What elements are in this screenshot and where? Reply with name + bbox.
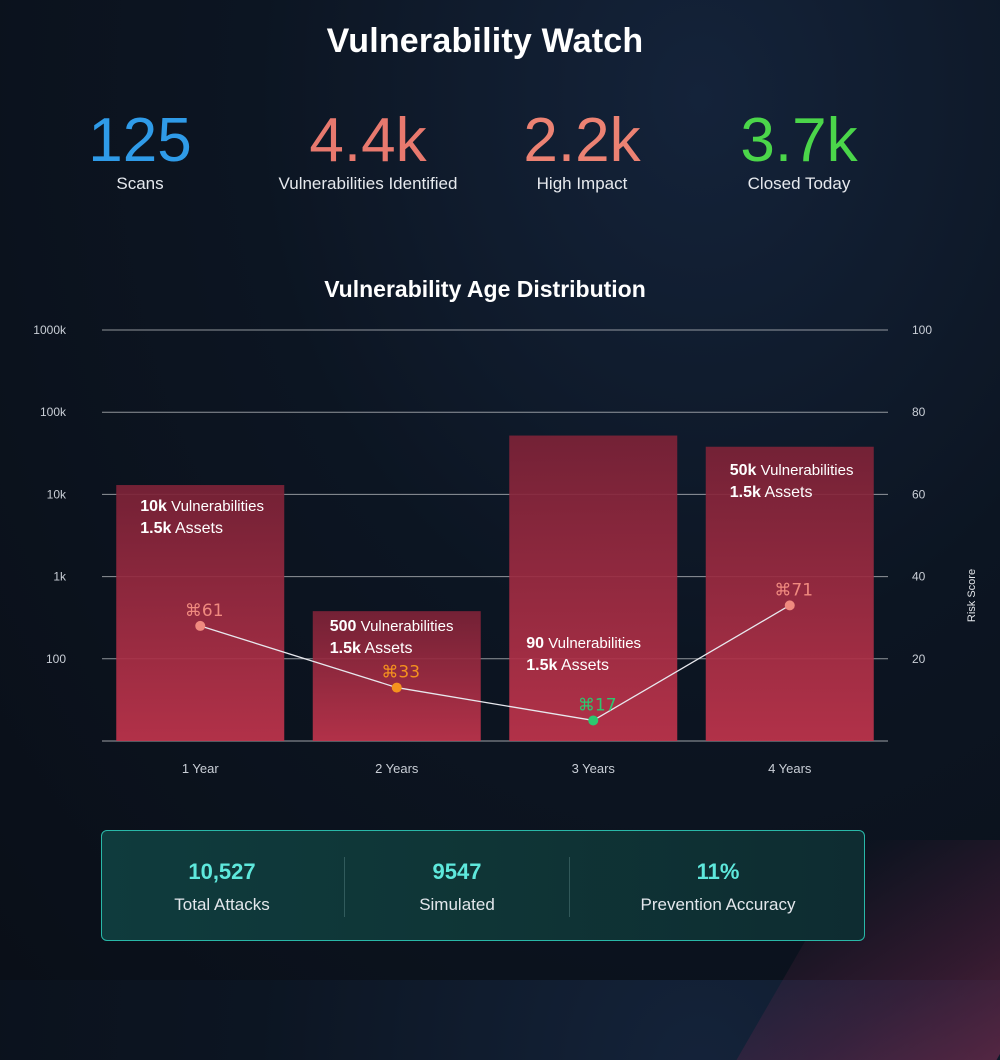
bar bbox=[705, 446, 874, 741]
risk-label: ⌘17 bbox=[578, 695, 617, 715]
kpi-closed-today: 3.7k Closed Today bbox=[718, 108, 880, 194]
stat-total-attacks-label: Total Attacks bbox=[174, 895, 270, 914]
y2-tick-label: 80 bbox=[912, 405, 926, 419]
age-distribution-chart: 100 1k 10k 100k 1000k 20 40 60 80 100 Risk Score 1 … bbox=[33, 323, 978, 776]
bar-annotation-assets: 1.5k Assets bbox=[729, 484, 813, 501]
y-tick-label: 100k bbox=[40, 405, 67, 419]
stat-simulated: 9547 Simulated bbox=[346, 831, 568, 942]
y-tick-label: 100 bbox=[46, 652, 66, 666]
risk-label: ⌘61 bbox=[185, 601, 224, 621]
kpi-scans-value: 125 bbox=[88, 106, 192, 175]
kpi-closed-today-value: 3.7k bbox=[740, 106, 858, 175]
stat-prevention-accuracy: 11% Prevention Accuracy bbox=[572, 831, 864, 942]
risk-line bbox=[200, 604, 791, 722]
chart-title: Vulnerability Age Distribution bbox=[324, 276, 646, 302]
bar-annotation: 500 Vulnerabilities 1.5k Assets bbox=[330, 616, 454, 660]
bar-annotation-count: 90 Vulnerabilities bbox=[526, 635, 642, 652]
y2-tick-label: 60 bbox=[912, 487, 926, 501]
x-tick-label: 3 Years bbox=[572, 761, 616, 776]
stat-prevention-accuracy-label: Prevention Accuracy bbox=[640, 895, 796, 914]
page-title: Vulnerability Watch bbox=[326, 22, 644, 60]
kpi-vulnerabilities: 4.4k Vulnerabilities Identified bbox=[258, 108, 478, 194]
kpi-high-impact: 2.2k High Impact bbox=[502, 108, 662, 194]
kpi-vulnerabilities-value: 4.4k bbox=[309, 106, 427, 175]
bar-annotation: 90 Vulnerabilities 1.5k Assets bbox=[526, 633, 641, 677]
risk-point bbox=[784, 600, 795, 611]
stat-total-attacks: 10,527 Total Attacks bbox=[102, 831, 342, 942]
stat-prevention-accuracy-value: 11% bbox=[696, 859, 740, 884]
x-tick-label: 2 Years bbox=[375, 761, 419, 776]
bar bbox=[509, 435, 678, 741]
risk-point bbox=[195, 620, 206, 631]
y-tick-label: 10k bbox=[47, 487, 67, 501]
kpi-vulnerabilities-label: Vulnerabilities Identified bbox=[278, 174, 458, 193]
stats-panel: 10,527 Total Attacks 9547 Simulated 11% … bbox=[101, 830, 865, 941]
bar bbox=[312, 611, 481, 741]
bar-annotation-assets: 1.5k Assets bbox=[140, 520, 223, 537]
stat-simulated-value: 9547 bbox=[432, 859, 482, 884]
bar-annotation-assets: 1.5k Assets bbox=[526, 657, 609, 674]
risk-label: ⌘33 bbox=[381, 663, 420, 683]
kpi-scans-label: Scans bbox=[116, 174, 164, 193]
kpi-scans: 125 Scans bbox=[60, 108, 220, 194]
bar-annotation-count: 50k Vulnerabilities bbox=[729, 462, 854, 479]
risk-label: ⌘71 bbox=[774, 580, 813, 600]
y-tick-label: 1k bbox=[53, 570, 67, 584]
kpi-high-impact-label: High Impact bbox=[536, 174, 628, 193]
stat-total-attacks-value: 10,527 bbox=[188, 859, 256, 884]
stat-simulated-label: Simulated bbox=[419, 895, 495, 914]
y2-tick-label: 40 bbox=[912, 570, 926, 584]
y2-tick-label: 100 bbox=[912, 323, 932, 337]
kpi-closed-today-label: Closed Today bbox=[747, 174, 851, 193]
y2-tick-label: 20 bbox=[912, 652, 926, 666]
risk-point bbox=[391, 682, 402, 693]
x-tick-label: 1 Year bbox=[182, 761, 220, 776]
bar-annotation-count: 500 Vulnerabilities bbox=[329, 618, 454, 635]
kpi-high-impact-value: 2.2k bbox=[523, 106, 641, 175]
bar-annotation: 10k Vulnerabilities 1.5k Assets bbox=[140, 496, 264, 540]
bar-annotation-count: 10k Vulnerabilities bbox=[140, 498, 264, 515]
risk-point bbox=[588, 715, 599, 726]
bar-annotation-assets: 1.5k Assets bbox=[329, 640, 413, 657]
stat-divider bbox=[569, 857, 570, 917]
x-tick-label: 4 Years bbox=[768, 761, 812, 776]
bar bbox=[116, 485, 285, 741]
bar-annotation: 50k Vulnerabilities 1.5k Assets bbox=[730, 460, 854, 504]
stat-divider bbox=[344, 857, 345, 917]
y-tick-label: 1000k bbox=[33, 323, 67, 337]
y2-axis-label: Risk Score bbox=[966, 569, 978, 622]
